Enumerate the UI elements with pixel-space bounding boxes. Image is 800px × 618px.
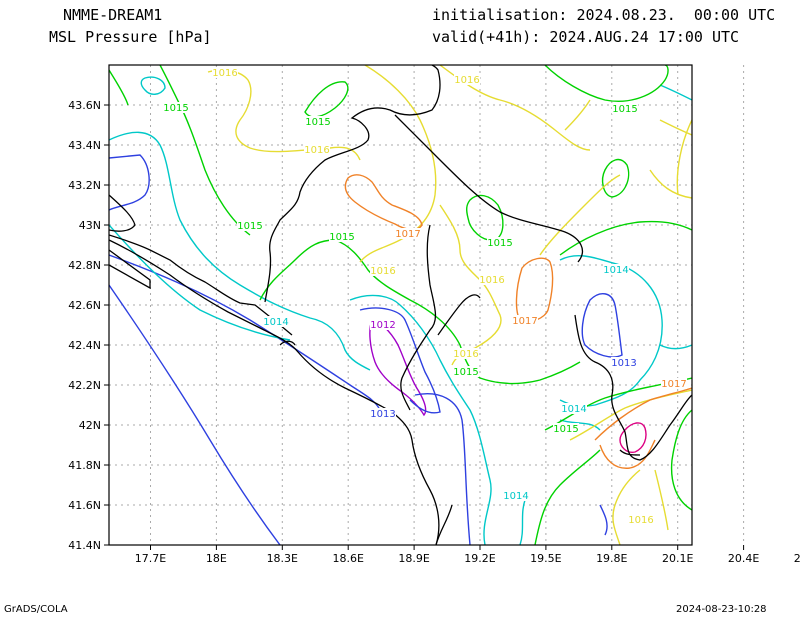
contour-label: 1017: [512, 316, 537, 327]
render-timestamp: 2024-08-23-10:28: [676, 604, 767, 615]
contour-label-bg: [561, 403, 587, 414]
contour-label: 1016: [370, 266, 395, 277]
contour-label: 1015: [487, 238, 512, 249]
isobar-1016: [207, 65, 692, 545]
lat-tick-label: 41.4N: [68, 539, 101, 552]
contour-label-bg: [611, 357, 637, 368]
lat-tick-label: 42.4N: [68, 339, 101, 352]
contour-label: 1015: [553, 424, 578, 435]
lon-tick-label: 19.5E: [530, 552, 561, 565]
contour-label: 1013: [370, 409, 395, 420]
valid-time: valid(+41h): 2024.AUG.24 17:00 UTC: [432, 28, 740, 46]
contour-labels: 1016 1015 1015 1016 1016 1015 1017 1015 1015 1016…: [163, 67, 687, 526]
contour-label: 1016: [628, 515, 653, 526]
contour-label: 1014: [503, 491, 528, 502]
lat-tick-label: 41.6N: [68, 499, 101, 512]
init-time: initialisation: 2024.08.23. 00:00 UTC: [432, 6, 776, 24]
contour-label-bg: [304, 144, 330, 155]
contour-label-bg: [370, 408, 396, 419]
lat-tick-label: 43N: [79, 219, 101, 232]
contour-label-bg: [612, 103, 638, 114]
lat-tick-label: 43.4N: [68, 139, 101, 152]
lon-tick-label: 19.2E: [464, 552, 495, 565]
contour-label-bg: [479, 274, 505, 285]
contour-label-bg: [263, 316, 289, 327]
lon-tick-label: 17.7E: [135, 552, 166, 565]
lon-tick-label: 20.4E: [728, 552, 759, 565]
longitude-axis: 17.7E 18E 18.3E 18.6E 18.9E 19.2E 19.5E 19.8E 20…: [135, 545, 800, 565]
map-grid: [109, 65, 745, 545]
contour-label-bg: [661, 378, 687, 389]
contour-label-bg: [395, 228, 421, 239]
contour-label-bg: [163, 102, 189, 113]
contour-label-bg: [603, 264, 629, 275]
lon-tick-label: 20.1E: [662, 552, 693, 565]
contour-label: 1015: [163, 103, 188, 114]
lat-tick-label: 41.8N: [68, 459, 101, 472]
lon-tick-label: 19.8E: [596, 552, 627, 565]
isobar-1018: [619, 422, 647, 454]
contour-label-bg: [370, 265, 396, 276]
contour-label: 1016: [454, 75, 479, 86]
contour-label: 1014: [263, 317, 288, 328]
contour-label: 1015: [612, 104, 637, 115]
contour-label: 1012: [370, 320, 395, 331]
coastline: [109, 234, 440, 545]
contour-label: 1016: [212, 68, 237, 79]
contour-label-bg: [628, 514, 654, 525]
model-title: NMME-DREAM1: [63, 6, 163, 24]
contour-label: 1015: [305, 117, 330, 128]
lat-tick-label: 42N: [79, 419, 101, 432]
contour-label: 1013: [611, 358, 636, 369]
software-credit: GrADS/COLA: [4, 604, 68, 615]
contour-label: 1014: [561, 404, 586, 415]
isobar-1017: [344, 174, 692, 469]
contour-label: 1016: [304, 145, 329, 156]
contour-label-bg: [487, 237, 513, 248]
contour-label-bg: [370, 319, 396, 330]
contour-label-bg: [237, 220, 263, 231]
contour-label: 1015: [237, 221, 262, 232]
contour-label-bg: [453, 366, 479, 377]
contour-label: 1017: [395, 229, 420, 240]
lat-tick-label: 42.8N: [68, 259, 101, 272]
contour-label-bg: [454, 74, 480, 85]
isobar-1015: [109, 65, 692, 545]
contour-label-bg: [329, 231, 355, 242]
lon-tick-label: 18.9E: [398, 552, 429, 565]
contour-label-bg: [512, 315, 538, 326]
contour-label-bg: [453, 348, 479, 359]
contour-label-bg: [212, 67, 238, 78]
isobar-1013: [109, 154, 623, 545]
isobar-1012: [369, 319, 427, 417]
contour-label-bg: [305, 116, 331, 127]
lat-tick-label: 42.6N: [68, 299, 101, 312]
border: [109, 65, 692, 545]
contour-label: 1014: [603, 265, 628, 276]
contour-label-bg: [503, 490, 529, 501]
contour-label: 1016: [453, 349, 478, 360]
lat-tick-label: 42.2N: [68, 379, 101, 392]
contour-label: 1017: [661, 379, 686, 390]
lat-tick-label: 43.2N: [68, 179, 101, 192]
contour-label: 1016: [479, 275, 504, 286]
lat-tick-label: 43.6N: [68, 99, 101, 112]
lon-tick-label: 18.3E: [267, 552, 298, 565]
lon-tick-label: 20.7E: [794, 552, 800, 565]
latitude-axis: 41.4N 41.6N 41.8N 42N 42.2N 42.4N 42.6N 42.8N 43…: [68, 99, 109, 552]
contour-label: 1015: [329, 232, 354, 243]
lon-tick-label: 18E: [206, 552, 227, 565]
contour-label-bg: [553, 423, 579, 434]
field-title: MSL Pressure [hPa]: [49, 28, 212, 46]
contour-label: 1015: [453, 367, 478, 378]
lon-tick-label: 18.6E: [332, 552, 363, 565]
